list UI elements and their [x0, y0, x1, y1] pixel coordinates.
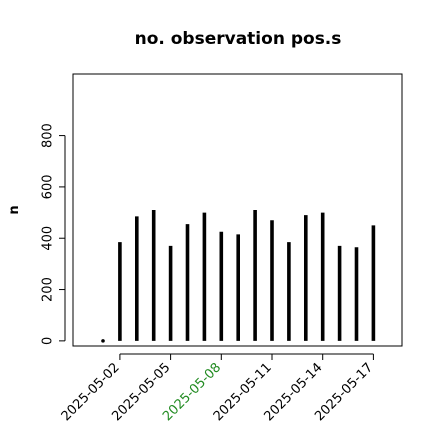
y-tick-label: 800: [41, 123, 56, 148]
x-axis: 2025-05-022025-05-052025-05-082025-05-11…: [59, 353, 376, 424]
y-tick-label: 400: [41, 226, 56, 251]
y-tick-label: 600: [41, 174, 56, 199]
plot-frame: [72, 73, 403, 347]
bar-2025-05-01: [101, 339, 105, 343]
y-axis-label: n: [7, 205, 22, 214]
bars: [101, 210, 376, 343]
chart-title: no. observation pos.s: [135, 29, 342, 49]
y-tick-label: 200: [41, 277, 56, 302]
y-tick-label: 0: [41, 337, 56, 345]
y-axis: 0 200 400 600 800: [41, 123, 66, 345]
